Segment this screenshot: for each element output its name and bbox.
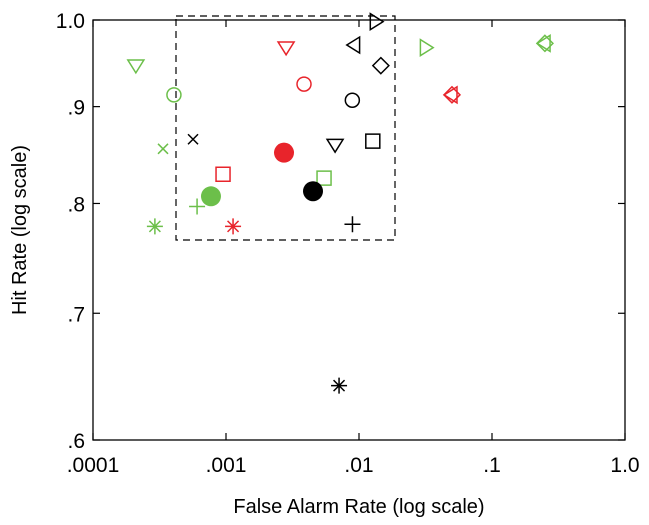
x-tick-label: .001 bbox=[206, 454, 247, 477]
marker bbox=[276, 41, 296, 57]
marker bbox=[535, 33, 551, 53]
marker bbox=[344, 216, 361, 233]
marker bbox=[303, 181, 324, 202]
marker bbox=[316, 170, 332, 186]
marker bbox=[274, 142, 295, 163]
marker bbox=[365, 133, 381, 149]
x-tick-label: .1 bbox=[483, 454, 501, 477]
y-tick-label: .6 bbox=[67, 430, 85, 453]
x-axis-label: False Alarm Rate (log scale) bbox=[233, 496, 484, 518]
marker bbox=[166, 87, 182, 103]
x-tick-label: .01 bbox=[344, 454, 373, 477]
marker bbox=[157, 143, 169, 155]
marker bbox=[345, 35, 361, 55]
marker bbox=[200, 186, 221, 207]
marker bbox=[419, 38, 435, 57]
y-tick-label: .8 bbox=[67, 193, 85, 216]
marker bbox=[187, 133, 199, 145]
y-tick-label: .9 bbox=[67, 97, 85, 120]
plot-frame bbox=[92, 19, 626, 441]
marker bbox=[344, 92, 361, 109]
x-tick-label: 1.0 bbox=[610, 454, 639, 477]
marker bbox=[325, 138, 345, 154]
marker bbox=[296, 76, 312, 92]
marker bbox=[189, 198, 206, 215]
y-tick-label: .7 bbox=[67, 303, 85, 326]
dashed-region bbox=[175, 15, 396, 241]
marker bbox=[331, 377, 348, 394]
marker bbox=[369, 12, 385, 31]
y-tick-label: 1.0 bbox=[56, 10, 85, 33]
marker bbox=[146, 218, 163, 235]
marker bbox=[442, 85, 458, 105]
x-tick-label: .0001 bbox=[67, 454, 120, 477]
marker bbox=[215, 166, 231, 182]
marker bbox=[126, 59, 146, 75]
marker bbox=[371, 56, 390, 75]
marker bbox=[225, 218, 242, 235]
y-axis-label: Hit Rate (log scale) bbox=[9, 145, 31, 315]
